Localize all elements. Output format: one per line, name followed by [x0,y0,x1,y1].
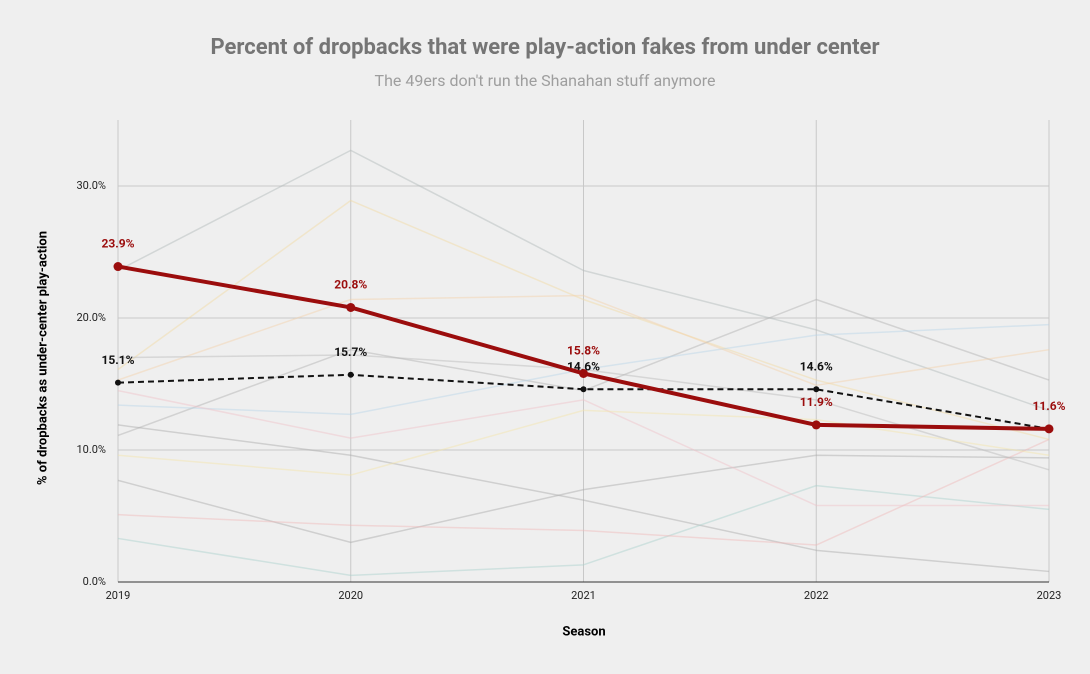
data-label: 14.6% [800,359,833,373]
data-label: 11.9% [800,395,833,409]
data-point [813,386,820,393]
x-tick-label: 2023 [1037,589,1062,602]
x-tick-label: 2019 [106,589,131,602]
y-tick-label: 0.0% [83,575,106,588]
background-line [117,389,1049,507]
y-axis-title: % of dropbacks as under-center play-acti… [35,231,50,485]
background-line [117,199,1050,441]
y-tick-label: 20.0% [76,311,106,324]
background-line [117,424,1050,573]
background-line [117,294,1050,387]
chart-subtitle: The 49ers don't run the Shanahan stuff a… [375,71,716,90]
background-line [117,149,1050,412]
data-point [115,379,121,386]
y-tick-label: 10.0% [76,443,106,456]
x-tick-label: 2020 [338,589,363,602]
data-label: 11.6% [1032,399,1065,413]
chart-title: Percent of dropbacks that were play-acti… [211,35,880,60]
data-label: 15.1% [101,353,134,367]
data-point [811,420,821,430]
background-line [117,438,1050,546]
data-point [346,302,356,312]
x-tick-label: 2021 [571,589,596,602]
data-label: 23.9% [101,237,134,251]
background-line [117,454,1050,544]
data-point [347,371,354,378]
data-point [1044,424,1054,434]
data-point [579,368,588,378]
background-line [117,409,1050,476]
data-label: 15.8% [567,344,600,358]
background-line [117,484,1050,577]
y-tick-label: 30.0% [76,179,106,192]
x-tick-label: 2022 [804,589,829,602]
data-label: 15.7% [334,345,367,359]
x-axis-title: Season [562,624,605,639]
series-line [117,373,1050,430]
data-point [113,262,123,272]
data-point [580,386,587,393]
data-label: 20.8% [334,278,367,292]
